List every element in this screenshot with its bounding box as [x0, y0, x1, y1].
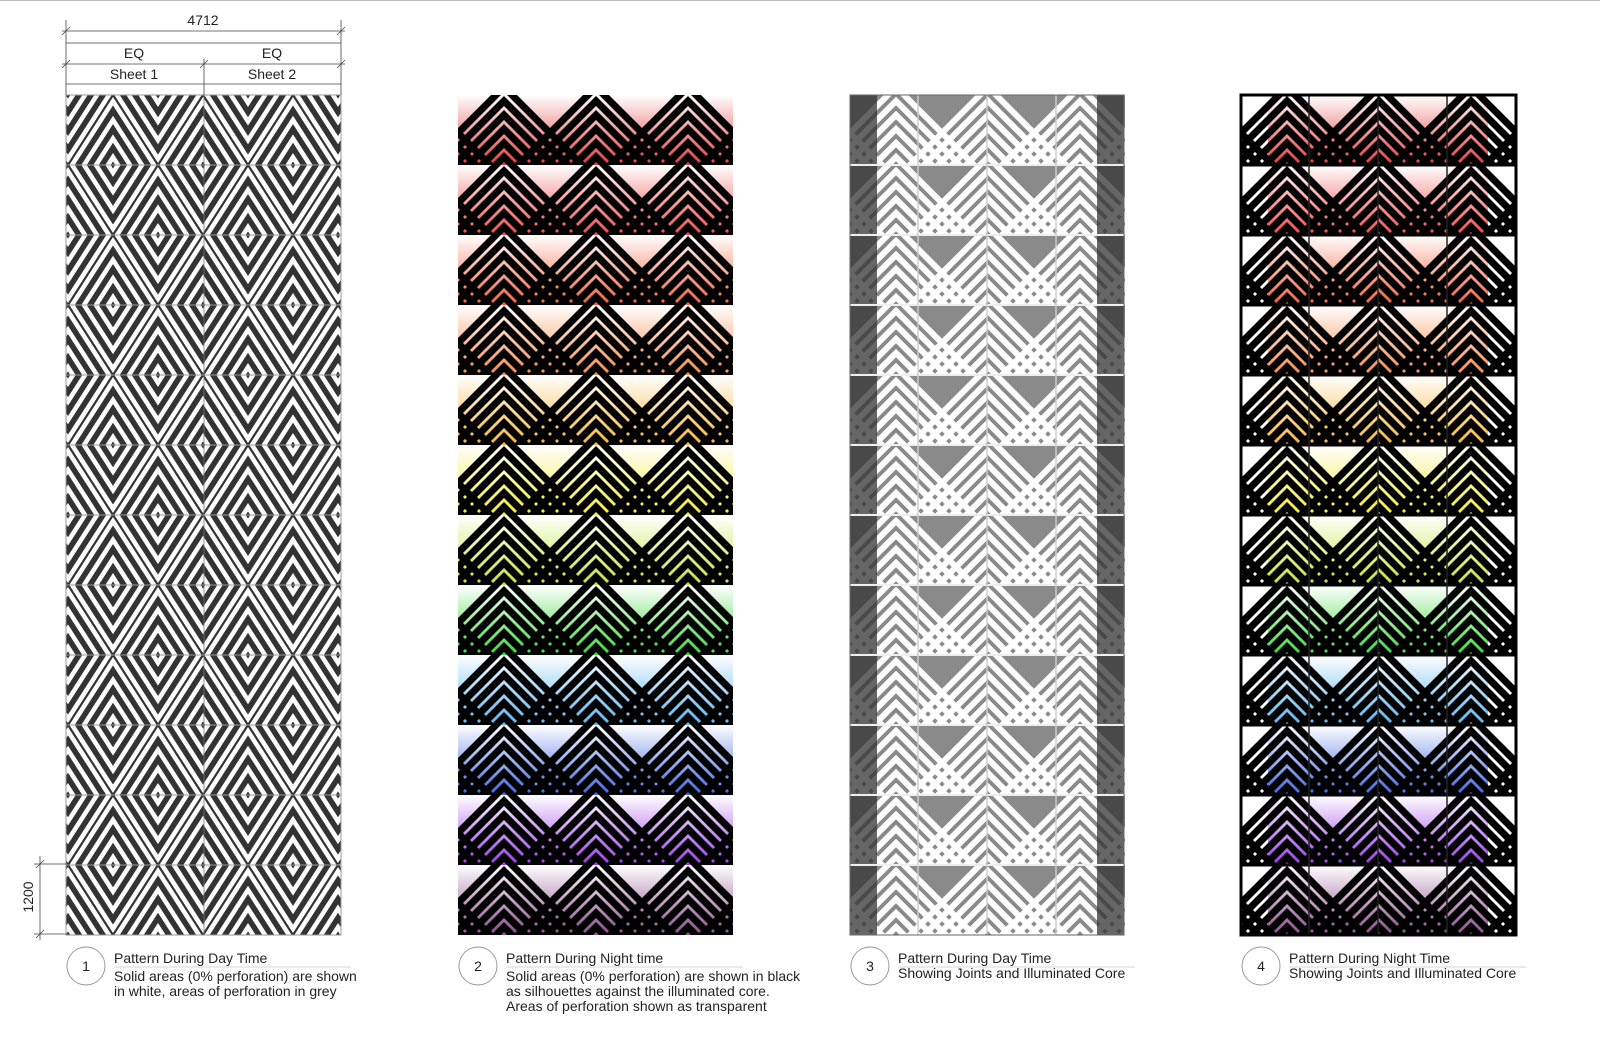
panel-2-pattern: [458, 95, 733, 935]
dimension-text: EQ: [124, 45, 144, 61]
dimension-line: [336, 59, 346, 69]
caption-description: Showing Joints and Illuminated Core: [1289, 965, 1516, 981]
caption-circle: [1241, 946, 1281, 986]
dimension-text: EQ: [262, 45, 282, 61]
caption-circle: [458, 946, 498, 986]
dimension-text: 1200: [20, 881, 36, 912]
caption-number: 1: [82, 958, 90, 974]
caption-description: as silhouettes against the illuminated c…: [506, 983, 770, 999]
panel-outline: [65, 94, 342, 936]
sheet-label: Sheet 2: [248, 66, 296, 82]
dimension-line: [35, 859, 45, 869]
caption-number: 3: [866, 958, 874, 974]
dimension-line: [61, 26, 71, 36]
dimension-text: 4712: [187, 12, 218, 28]
caption-description: in white, areas of perforation in grey: [114, 983, 337, 999]
sheet-label: Sheet 1: [110, 66, 158, 82]
caption-description: Solid areas (0% perforation) are shown i…: [506, 968, 801, 984]
caption-description: Showing Joints and Illuminated Core: [898, 965, 1125, 981]
panel-outline: [1239, 93, 1518, 937]
caption-number: 2: [474, 958, 482, 974]
caption-circle: [850, 946, 890, 986]
dimension-line: [61, 59, 71, 69]
caption-number: 4: [1257, 958, 1265, 974]
caption-title: Pattern During Night time: [506, 950, 663, 966]
caption-description: Areas of perforation shown as transparen…: [506, 998, 767, 1014]
caption-title: Pattern During Day Time: [898, 950, 1051, 966]
caption-circle: [66, 946, 106, 986]
dimension-line: [35, 929, 45, 939]
panel-outline: [849, 94, 1125, 936]
caption-description: Solid areas (0% perforation) are shown: [114, 968, 357, 984]
caption-title: Pattern During Day Time: [114, 950, 267, 966]
dimension-line: [336, 26, 346, 36]
caption-title: Pattern During Night Time: [1289, 950, 1450, 966]
